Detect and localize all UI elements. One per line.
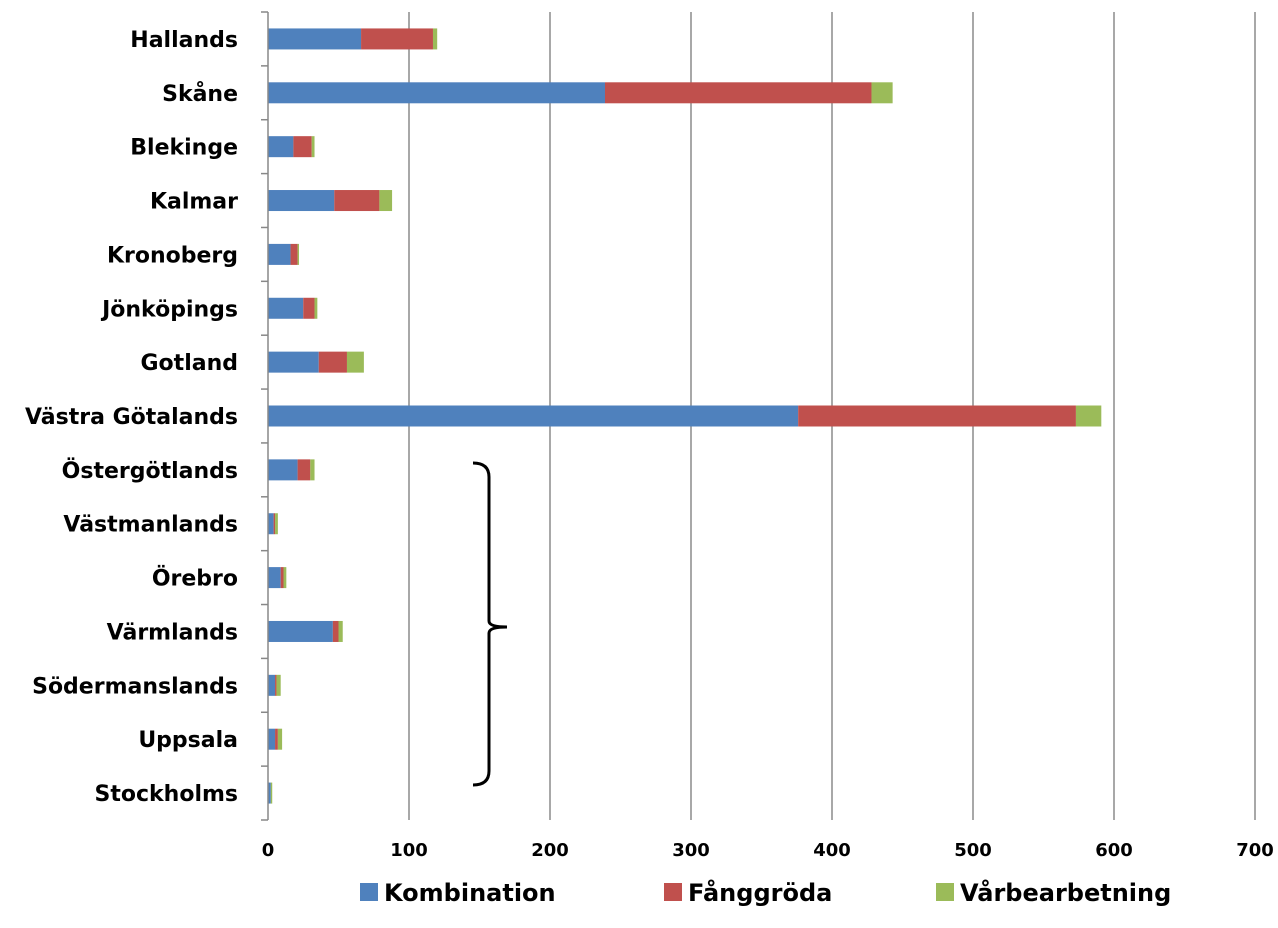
x-tick-labels: 0 100 200 300 400 500 600 700 <box>262 840 1274 861</box>
bar-segment <box>283 567 287 589</box>
bar-segment <box>268 297 304 319</box>
bar-segment <box>310 459 315 481</box>
bar-segment <box>268 190 335 212</box>
bar-segment <box>270 782 273 804</box>
category-label: Södermanslands <box>32 674 238 699</box>
legend-label: Vårbearbetning <box>960 878 1171 907</box>
category-label: Kalmar <box>150 190 238 215</box>
bar-segment <box>318 351 347 373</box>
bar-segment <box>361 28 433 50</box>
bar-segment <box>314 297 318 319</box>
bar-segment <box>604 82 872 104</box>
category-label: Örebro <box>152 566 238 592</box>
x-tick-label: 700 <box>1236 840 1274 861</box>
category-label: Stockholms <box>95 782 238 807</box>
legend-swatch <box>360 883 378 901</box>
legend-swatch <box>936 883 954 901</box>
x-tick-label: 100 <box>390 840 428 861</box>
bar-segment <box>268 405 799 427</box>
legend: Kombination Fånggröda Vårbearbetning <box>360 878 1171 907</box>
category-label: Jönköpings <box>100 297 238 322</box>
category-label: Hallands <box>130 28 238 53</box>
bar-segment <box>379 190 393 212</box>
bar-segment <box>871 82 893 104</box>
axes <box>261 11 269 821</box>
bar-segment <box>338 620 343 642</box>
category-label: Värmlands <box>107 620 238 645</box>
bar-segment <box>268 782 271 804</box>
bar-segment <box>297 459 311 481</box>
category-label: Östergötlands <box>62 458 238 484</box>
bar-segment <box>432 28 438 50</box>
category-label: Uppsala <box>138 728 238 753</box>
bar-segment <box>276 674 281 696</box>
bar-segment <box>275 513 278 535</box>
bar-segment <box>334 190 380 212</box>
category-label: Västmanlands <box>63 513 238 538</box>
bar-segment <box>273 513 276 535</box>
x-tick-label: 0 <box>262 840 275 861</box>
bar-segment <box>290 243 298 265</box>
bars <box>268 28 1102 804</box>
bar-segment <box>268 136 294 158</box>
category-label: Kronoberg <box>107 243 238 268</box>
x-tick-label: 400 <box>813 840 851 861</box>
bar-segment <box>798 405 1076 427</box>
category-label: Gotland <box>141 351 239 376</box>
legend-swatch <box>664 883 682 901</box>
bracket-annotation <box>472 461 508 787</box>
bar-segment <box>280 567 284 589</box>
bar-segment <box>275 728 278 750</box>
bar-segment <box>332 620 339 642</box>
bar-segment <box>268 567 281 589</box>
bar-segment <box>346 351 364 373</box>
x-tick-label: 300 <box>672 840 710 861</box>
bar-segment <box>303 297 315 319</box>
bar-segment <box>268 28 362 50</box>
bar-segment <box>268 674 276 696</box>
bar-segment <box>293 136 312 158</box>
category-label: Blekinge <box>130 136 238 161</box>
bar-segment <box>275 674 277 696</box>
bar-segment <box>268 459 298 481</box>
legend-label: Kombination <box>384 879 556 907</box>
bar-segment <box>268 620 333 642</box>
bar-segment <box>277 728 283 750</box>
bar-segment <box>1075 405 1102 427</box>
x-tick-label: 600 <box>1095 840 1133 861</box>
bar-segment <box>311 136 315 158</box>
x-tick-label: 500 <box>954 840 992 861</box>
category-label: Skåne <box>162 81 238 107</box>
bar-segment <box>297 243 300 265</box>
x-tick-label: 200 <box>531 840 569 861</box>
category-label: Västra Götalands <box>25 405 238 430</box>
bar-segment <box>268 351 319 373</box>
bar-segment <box>268 728 276 750</box>
bar-segment <box>268 243 291 265</box>
bar-segment <box>268 82 605 104</box>
category-labels: Hallands Skåne Blekinge Kalmar Kronoberg Jönk… <box>25 28 238 807</box>
legend-label: Fånggröda <box>688 878 832 907</box>
bar-segment <box>268 513 274 535</box>
